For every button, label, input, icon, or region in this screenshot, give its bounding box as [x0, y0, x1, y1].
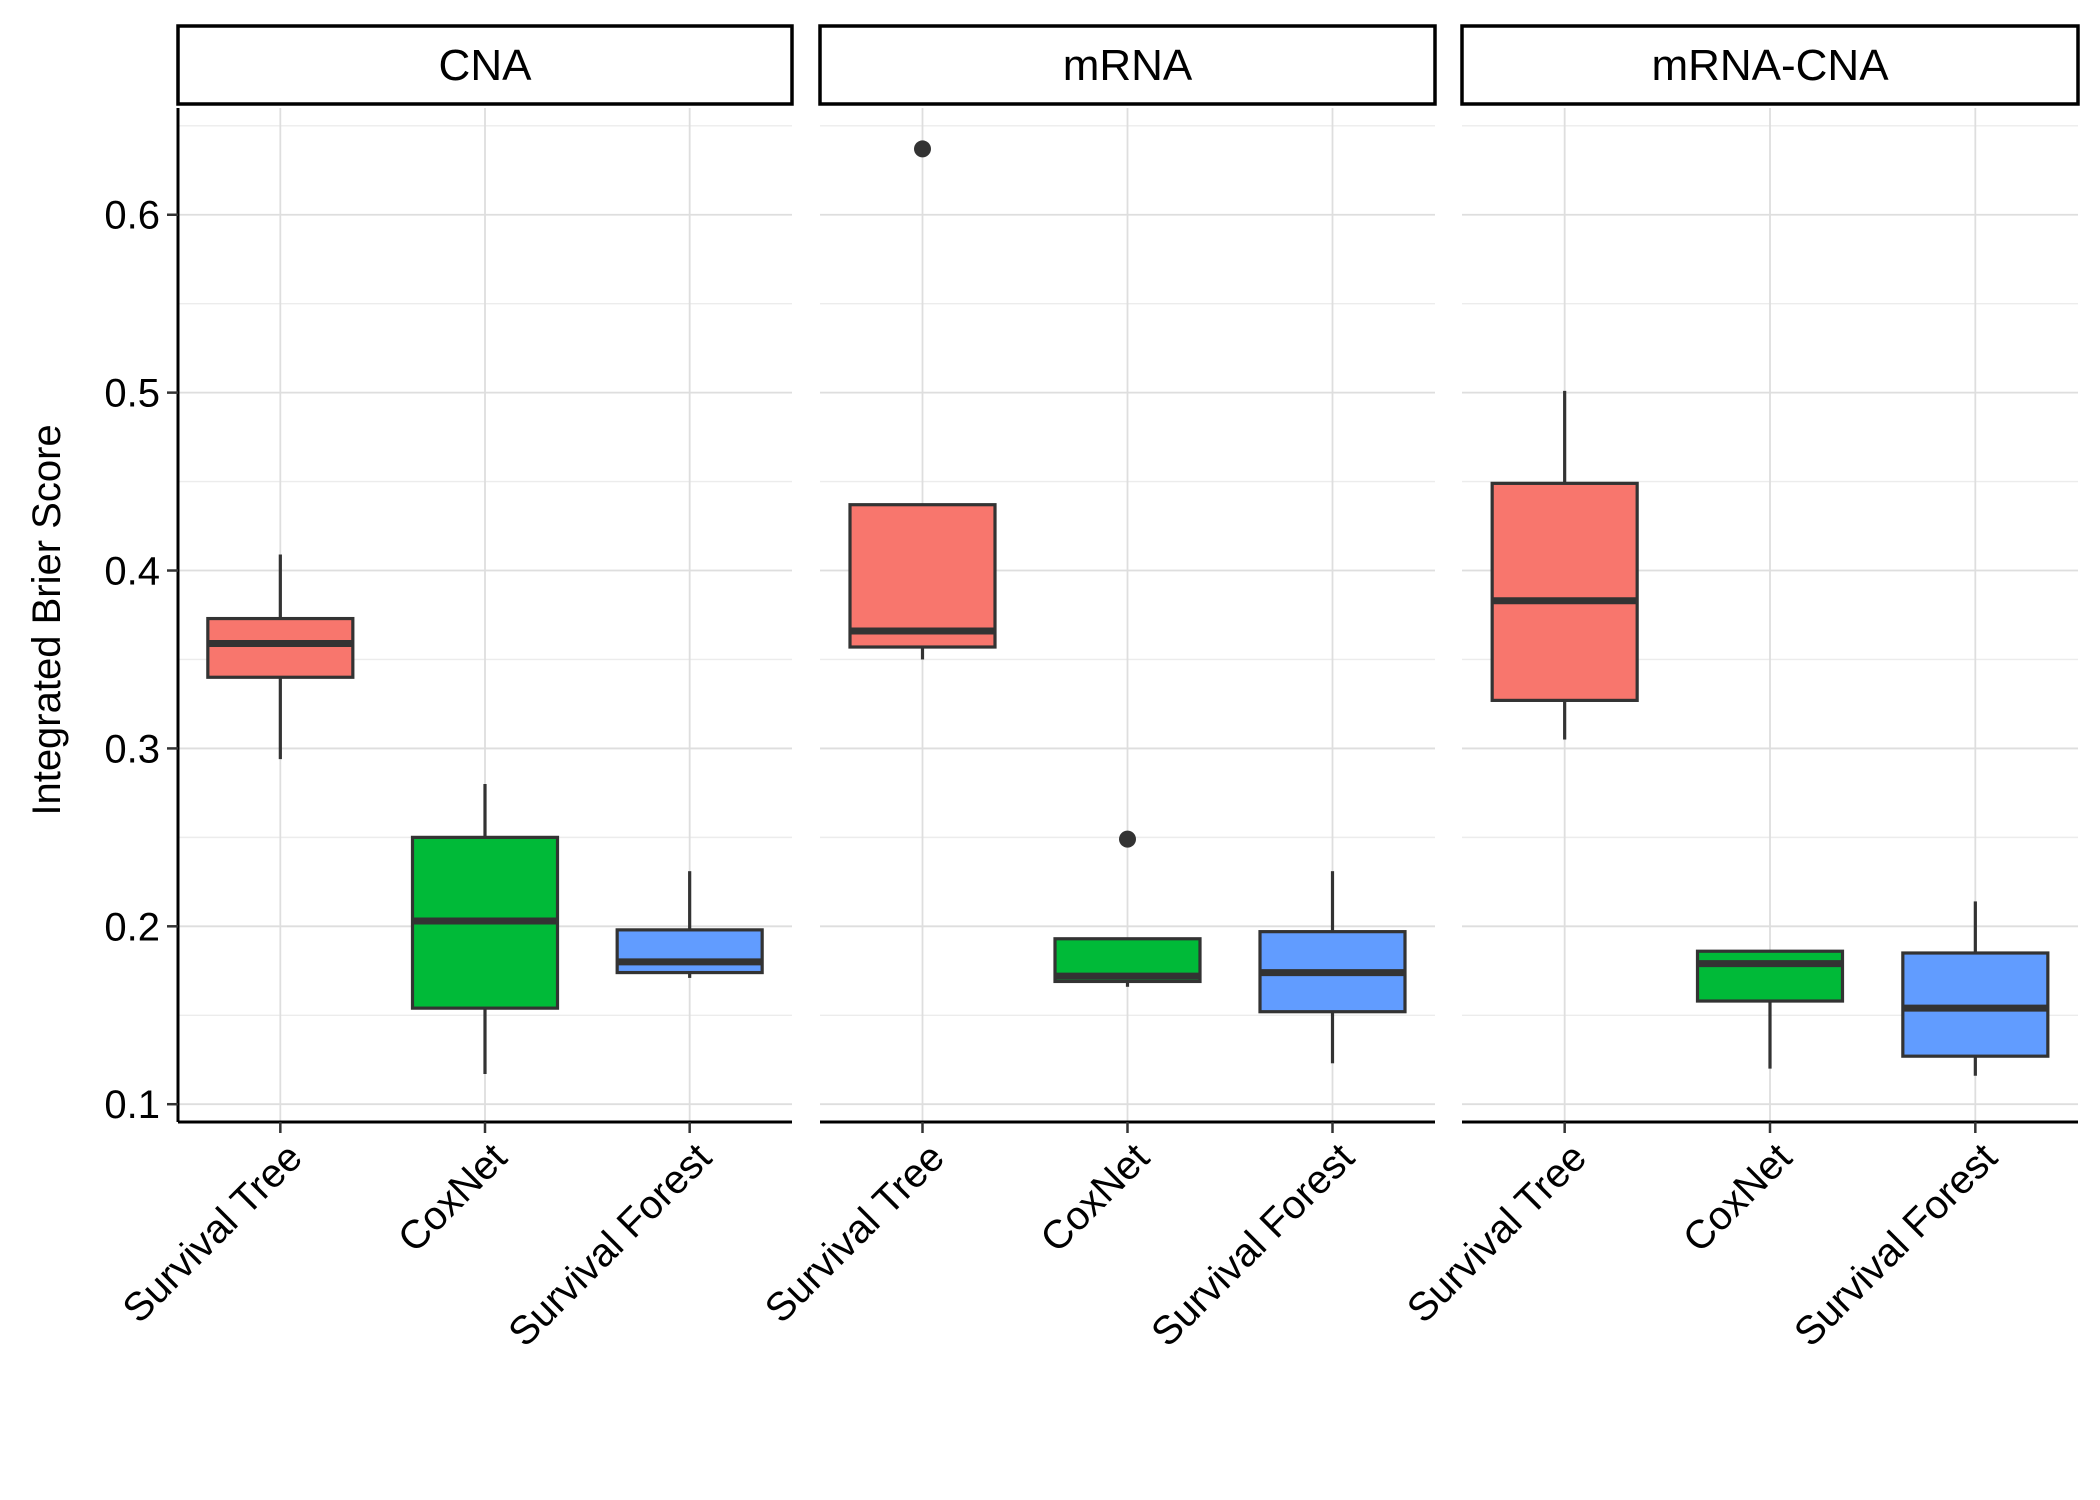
- outlier-point: [914, 140, 931, 158]
- y-tick-label: 0.1: [104, 1083, 160, 1127]
- outlier-point: [1119, 830, 1136, 848]
- y-tick-label: 0.6: [104, 194, 160, 238]
- facet-strip: [1460, 24, 2080, 106]
- box-coxnet: [1695, 949, 1845, 1003]
- y-tick-label: 0.2: [104, 905, 160, 949]
- box-survival-forest: [615, 928, 764, 975]
- box-survival-tree: [206, 616, 355, 679]
- facet-strip: [818, 24, 1437, 106]
- box-survival-forest: [1901, 951, 2050, 1058]
- x-tick-label: Survival Tree: [1399, 1135, 1595, 1331]
- facet-strip-label: mRNA: [1063, 41, 1193, 90]
- x-tick-label: CoxNet: [1675, 1135, 1800, 1260]
- facet-strip: [176, 24, 794, 106]
- x-tick-label: Survival Forest: [1786, 1135, 2006, 1355]
- y-tick-label: 0.5: [104, 372, 160, 416]
- facet-strip-label: CNA: [439, 41, 533, 90]
- x-tick-label: Survival Forest: [500, 1135, 720, 1355]
- facet-strips-layer: CNA mRNA mRNA-CNA: [176, 24, 2080, 106]
- facet-strip-label: mRNA-CNA: [1651, 41, 1889, 90]
- y-axis-label: Integrated Brier Score: [25, 424, 69, 815]
- y-tick-label: 0.3: [104, 727, 160, 771]
- x-tick-label: CoxNet: [1032, 1135, 1157, 1260]
- x-tick-label: Survival Tree: [115, 1135, 311, 1331]
- x-tick-label: Survival Forest: [1143, 1135, 1363, 1355]
- boxes-layer: [206, 140, 2050, 1076]
- box-survival-tree: [848, 503, 997, 649]
- x-tick-label: Survival Tree: [757, 1135, 953, 1331]
- x-tick-label: CoxNet: [390, 1135, 515, 1260]
- y-tick-label: 0.4: [104, 550, 160, 594]
- box-survival-tree: [1490, 481, 1639, 702]
